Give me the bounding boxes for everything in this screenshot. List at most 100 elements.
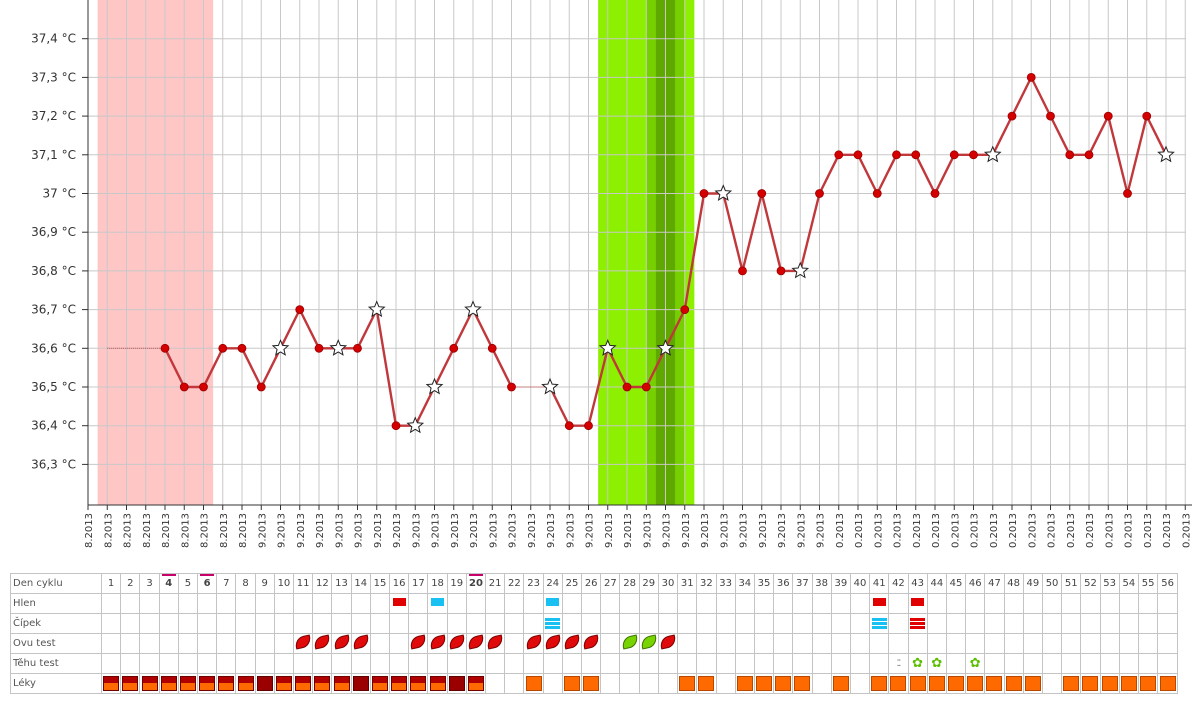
ovu-test-cell[interactable] <box>926 633 947 654</box>
tehu-test-cell[interactable] <box>312 653 333 674</box>
tehu-test-cell[interactable] <box>581 653 602 674</box>
ovu-test-cell[interactable] <box>465 633 487 654</box>
hlen-cell[interactable] <box>1003 593 1024 614</box>
tehu-test-cell[interactable] <box>523 653 544 674</box>
leky-cell[interactable] <box>849 673 871 694</box>
cipek-cell[interactable] <box>773 613 794 634</box>
ovu-test-cell[interactable] <box>1137 633 1159 654</box>
tehu-test-cell[interactable] <box>773 653 794 674</box>
ovu-test-cell[interactable] <box>100 633 122 654</box>
ovu-test-cell[interactable] <box>792 633 813 654</box>
ovu-test-cell[interactable] <box>350 633 371 654</box>
cycle-day-cell[interactable]: 24 <box>542 573 563 594</box>
leky-cell[interactable] <box>715 673 736 694</box>
cipek-cell[interactable] <box>254 613 275 634</box>
leky-cell[interactable] <box>773 673 794 694</box>
hlen-cell[interactable] <box>561 593 583 614</box>
cycle-day-cell[interactable]: 46 <box>965 573 986 594</box>
hlen-cell[interactable] <box>158 593 179 614</box>
ovu-test-cell[interactable] <box>331 633 352 654</box>
ovu-test-cell[interactable] <box>888 633 909 654</box>
ovu-test-cell[interactable] <box>1041 633 1063 654</box>
leky-cell[interactable] <box>581 673 602 694</box>
leky-cell[interactable] <box>696 673 717 694</box>
cycle-day-cell[interactable]: 19 <box>446 573 467 594</box>
cipek-cell[interactable] <box>485 613 506 634</box>
cipek-cell[interactable] <box>792 613 813 634</box>
cycle-day-cell[interactable]: 28 <box>619 573 640 594</box>
ovu-test-cell[interactable] <box>734 633 755 654</box>
cipek-cell[interactable] <box>619 613 640 634</box>
tehu-test-cell[interactable] <box>1003 653 1024 674</box>
tehu-test-cell[interactable] <box>830 653 851 674</box>
ovu-test-cell[interactable] <box>600 633 621 654</box>
tehu-test-cell[interactable] <box>984 653 1005 674</box>
cipek-cell[interactable] <box>907 613 928 634</box>
hlen-cell[interactable] <box>773 593 794 614</box>
hlen-cell[interactable] <box>1022 593 1043 614</box>
cipek-cell[interactable] <box>1137 613 1159 634</box>
ovu-test-cell[interactable] <box>830 633 851 654</box>
cycle-day-cell[interactable]: 1 <box>100 573 122 594</box>
tehu-test-cell[interactable] <box>849 653 871 674</box>
tehu-test-cell[interactable] <box>235 653 256 674</box>
tehu-test-cell[interactable] <box>350 653 371 674</box>
cipek-cell[interactable] <box>715 613 736 634</box>
hlen-cell[interactable] <box>542 593 563 614</box>
cipek-cell[interactable] <box>389 613 410 634</box>
leky-cell[interactable] <box>984 673 1005 694</box>
leky-cell[interactable] <box>753 673 775 694</box>
tehu-test-cell[interactable] <box>465 653 487 674</box>
tehu-test-cell[interactable] <box>1137 653 1159 674</box>
ovu-test-cell[interactable] <box>293 633 314 654</box>
cipek-cell[interactable] <box>1080 613 1101 634</box>
hlen-cell[interactable] <box>273 593 295 614</box>
tehu-test-cell[interactable] <box>139 653 160 674</box>
ovu-test-cell[interactable] <box>869 633 890 654</box>
cipek-cell[interactable] <box>350 613 371 634</box>
ovu-test-cell[interactable] <box>965 633 986 654</box>
cycle-day-cell[interactable]: 33 <box>715 573 736 594</box>
cipek-cell[interactable] <box>965 613 986 634</box>
cipek-cell[interactable] <box>542 613 563 634</box>
cycle-day-cell[interactable]: 35 <box>753 573 775 594</box>
leky-cell[interactable] <box>1118 673 1139 694</box>
leky-cell[interactable] <box>177 673 199 694</box>
cycle-day-cell[interactable]: 21 <box>485 573 506 594</box>
cycle-day-cell[interactable]: 45 <box>945 573 967 594</box>
cipek-cell[interactable] <box>869 613 890 634</box>
cipek-cell[interactable] <box>465 613 487 634</box>
cipek-cell[interactable] <box>523 613 544 634</box>
cycle-day-cell[interactable]: 34 <box>734 573 755 594</box>
cycle-day-cell[interactable]: 6 <box>197 573 218 594</box>
hlen-cell[interactable] <box>581 593 602 614</box>
leky-cell[interactable] <box>888 673 909 694</box>
cipek-cell[interactable] <box>811 613 832 634</box>
cipek-cell[interactable] <box>427 613 448 634</box>
tehu-test-cell[interactable] <box>1041 653 1063 674</box>
tehu-test-cell[interactable]: ✿ <box>926 653 947 674</box>
leky-cell[interactable] <box>561 673 583 694</box>
cipek-cell[interactable] <box>312 613 333 634</box>
cycle-day-cell[interactable]: 53 <box>1099 573 1120 594</box>
leky-cell[interactable] <box>100 673 122 694</box>
leky-cell[interactable] <box>254 673 275 694</box>
cipek-cell[interactable] <box>1003 613 1024 634</box>
leky-cell[interactable] <box>1022 673 1043 694</box>
ovu-test-cell[interactable] <box>177 633 199 654</box>
ovu-test-cell[interactable] <box>715 633 736 654</box>
leky-cell[interactable] <box>542 673 563 694</box>
ovu-test-cell[interactable] <box>677 633 698 654</box>
cycle-day-cell[interactable]: 42 <box>888 573 909 594</box>
tehu-test-cell[interactable] <box>811 653 832 674</box>
tehu-test-cell[interactable] <box>254 653 275 674</box>
tehu-test-cell[interactable] <box>696 653 717 674</box>
leky-cell[interactable] <box>1061 673 1082 694</box>
hlen-cell[interactable] <box>965 593 986 614</box>
leky-cell[interactable] <box>197 673 218 694</box>
hlen-cell[interactable] <box>331 593 352 614</box>
hlen-cell[interactable] <box>830 593 851 614</box>
cycle-day-cell[interactable]: 31 <box>677 573 698 594</box>
leky-cell[interactable] <box>1041 673 1063 694</box>
leky-cell[interactable] <box>446 673 467 694</box>
